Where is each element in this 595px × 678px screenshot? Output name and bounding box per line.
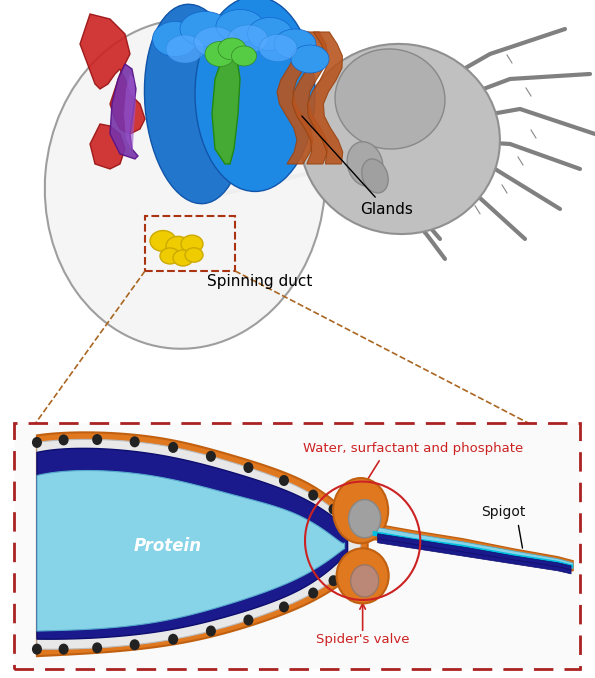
Ellipse shape: [180, 12, 230, 47]
Ellipse shape: [130, 437, 140, 447]
Ellipse shape: [92, 642, 102, 654]
Polygon shape: [277, 32, 313, 164]
Ellipse shape: [344, 521, 354, 532]
Ellipse shape: [58, 435, 68, 445]
Ellipse shape: [337, 549, 389, 603]
Bar: [145, 216, 235, 271]
Ellipse shape: [335, 49, 445, 149]
Ellipse shape: [231, 46, 256, 66]
Ellipse shape: [333, 478, 388, 543]
Ellipse shape: [150, 231, 176, 252]
Ellipse shape: [206, 626, 216, 637]
Text: Spigot: Spigot: [481, 504, 525, 519]
Polygon shape: [37, 471, 345, 631]
Ellipse shape: [32, 643, 42, 655]
Ellipse shape: [166, 35, 204, 63]
Ellipse shape: [145, 4, 246, 203]
Polygon shape: [368, 523, 573, 571]
Polygon shape: [37, 439, 361, 650]
Ellipse shape: [340, 567, 349, 578]
Ellipse shape: [291, 45, 329, 73]
Ellipse shape: [205, 41, 235, 66]
Ellipse shape: [340, 514, 349, 525]
Ellipse shape: [259, 35, 297, 62]
Text: Water, surfactant and phosphate: Water, surfactant and phosphate: [303, 442, 523, 455]
Polygon shape: [124, 74, 136, 152]
Ellipse shape: [195, 0, 315, 191]
Ellipse shape: [349, 500, 381, 538]
Ellipse shape: [328, 575, 339, 586]
Ellipse shape: [168, 442, 178, 453]
Polygon shape: [37, 433, 368, 656]
Ellipse shape: [279, 601, 289, 612]
Ellipse shape: [218, 38, 246, 60]
Ellipse shape: [160, 248, 180, 264]
Ellipse shape: [32, 437, 42, 448]
Ellipse shape: [347, 142, 383, 186]
Text: Spinning duct: Spinning duct: [207, 274, 313, 289]
Ellipse shape: [216, 9, 264, 43]
Ellipse shape: [348, 559, 358, 570]
Polygon shape: [80, 14, 145, 134]
Polygon shape: [368, 525, 573, 569]
Polygon shape: [212, 54, 240, 164]
Ellipse shape: [166, 237, 190, 256]
Ellipse shape: [274, 29, 316, 59]
Polygon shape: [292, 32, 328, 164]
Ellipse shape: [362, 159, 388, 193]
Ellipse shape: [350, 565, 378, 597]
Ellipse shape: [356, 528, 366, 539]
Ellipse shape: [344, 563, 354, 574]
Ellipse shape: [243, 462, 253, 473]
Ellipse shape: [328, 504, 339, 515]
Ellipse shape: [45, 19, 325, 348]
Text: Spider's valve: Spider's valve: [316, 633, 409, 646]
Ellipse shape: [248, 18, 293, 50]
Ellipse shape: [356, 553, 366, 563]
Ellipse shape: [92, 434, 102, 445]
Ellipse shape: [185, 247, 203, 262]
Polygon shape: [110, 64, 138, 159]
Ellipse shape: [194, 27, 236, 57]
Ellipse shape: [173, 250, 193, 266]
Text: Protein: Protein: [133, 537, 201, 555]
Polygon shape: [372, 531, 573, 568]
Ellipse shape: [152, 22, 198, 56]
Ellipse shape: [58, 643, 68, 655]
Ellipse shape: [348, 525, 358, 536]
Polygon shape: [378, 534, 571, 570]
Ellipse shape: [308, 588, 318, 599]
Ellipse shape: [300, 44, 500, 234]
Polygon shape: [90, 124, 125, 169]
Ellipse shape: [181, 235, 203, 253]
Polygon shape: [378, 539, 571, 574]
Ellipse shape: [130, 639, 140, 650]
Polygon shape: [37, 448, 348, 639]
Text: Glands: Glands: [302, 116, 413, 217]
Ellipse shape: [168, 634, 178, 645]
Ellipse shape: [279, 475, 289, 486]
Ellipse shape: [206, 451, 216, 462]
Ellipse shape: [243, 614, 253, 626]
Polygon shape: [308, 32, 343, 164]
Ellipse shape: [228, 25, 268, 53]
Ellipse shape: [308, 490, 318, 500]
